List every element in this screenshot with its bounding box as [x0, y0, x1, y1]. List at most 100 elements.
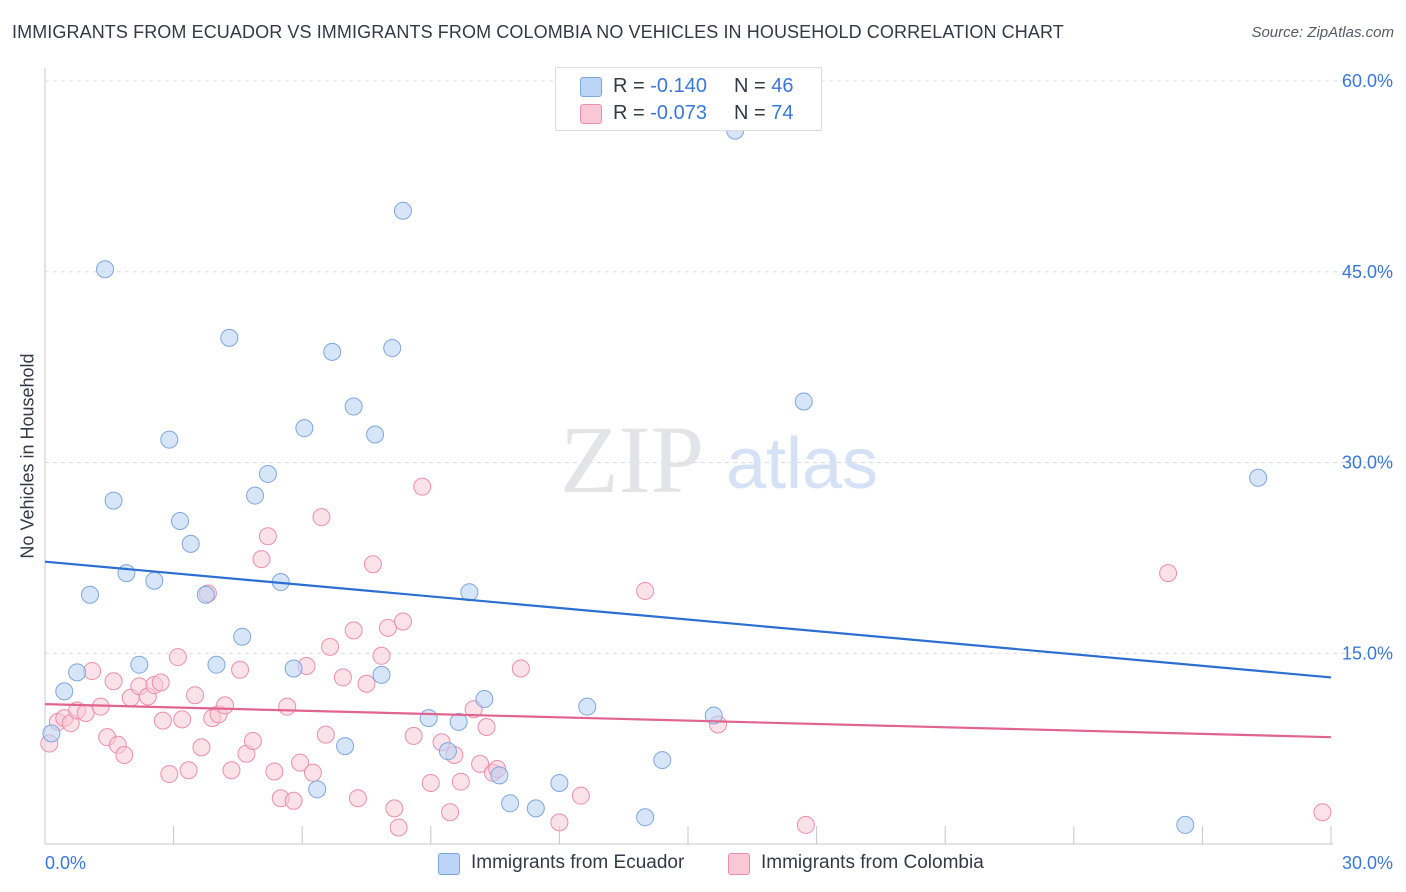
axes [44, 68, 1333, 845]
colombia-point [372, 646, 391, 665]
colombia-point [115, 745, 134, 764]
legend-label-ecuador: Immigrants from Ecuador [471, 852, 685, 873]
ecuador-point [145, 571, 164, 590]
colombia-point [76, 704, 95, 723]
ecuador-point [578, 697, 597, 716]
colombia-point [1313, 803, 1332, 822]
gridlines [45, 80, 1392, 654]
colombia-point [404, 726, 423, 745]
ecuador-point [220, 328, 239, 347]
colombia-point [160, 765, 179, 784]
ecuador-point [526, 799, 545, 818]
r-label: R = [613, 102, 645, 124]
ecuador-point [42, 724, 61, 743]
colombia-point [385, 799, 404, 818]
ecuador-point [372, 665, 391, 684]
y-tick-label: 45.0% [1342, 262, 1393, 282]
ecuador-point [295, 419, 314, 438]
colombia-point [312, 508, 331, 527]
ecuador-point [323, 342, 342, 361]
watermark-atlas: atlas [726, 424, 878, 504]
colombia-point [284, 791, 303, 810]
y-tick-label: 15.0% [1342, 643, 1393, 663]
y-tick-label: 60.0% [1342, 71, 1393, 91]
ecuador-point [181, 534, 200, 553]
colombia-point [348, 789, 367, 808]
colombia-point [151, 673, 170, 692]
tick-labels: 15.0% 30.0% 45.0% 60.0% 0.0% 30.0% [45, 71, 1393, 873]
colombia-point [153, 711, 172, 730]
colombia-point [344, 621, 363, 640]
ecuador-point [1249, 468, 1268, 487]
colombia-legend-swatch [728, 853, 750, 875]
chart-title: IMMIGRANTS FROM ECUADOR VS IMMIGRANTS FR… [12, 22, 1064, 42]
n-value-ecuador: 46 [771, 75, 794, 97]
ecuador-point [246, 486, 265, 505]
colombia-point [168, 648, 187, 667]
n-label: N = [734, 75, 766, 97]
colombia-point [179, 761, 198, 780]
n-label: N = [734, 102, 766, 124]
colombia-point [303, 763, 322, 782]
ecuador-point [336, 737, 355, 756]
colombia-point [216, 696, 235, 715]
colombia-point [393, 612, 412, 631]
colombia-point [278, 697, 297, 716]
y-tick-label: 30.0% [1342, 453, 1393, 473]
ecuador-swatch [580, 77, 602, 97]
legend-label-colombia: Immigrants from Colombia [761, 852, 984, 873]
stats-row-colombia: R = -0.073 N = 74 [556, 100, 821, 128]
colombia-point [363, 555, 382, 574]
stats-legend: R = -0.140 N = 46 R = -0.073 N = 74 [555, 67, 822, 131]
ecuador-point [96, 260, 115, 279]
watermark-zip: ZIP [560, 406, 704, 513]
ecuador-point [366, 425, 385, 444]
ecuador-point [258, 464, 277, 483]
colombia-points [40, 477, 1332, 837]
ecuador-point [160, 430, 179, 449]
colombia-point [243, 731, 262, 750]
n-value-colombia: 74 [771, 102, 794, 124]
ecuador-point [308, 780, 327, 799]
ecuador-point [207, 655, 226, 674]
colombia-point [550, 813, 569, 832]
ecuador-point [383, 339, 402, 358]
colombia-point [316, 725, 335, 744]
colombia-point [192, 738, 211, 757]
ecuador-point [1176, 815, 1195, 834]
colombia-point [291, 753, 310, 772]
ecuador-point [344, 397, 363, 416]
colombia-point [421, 773, 440, 792]
colombia-point [451, 772, 470, 791]
ecuador-point [438, 742, 457, 761]
r-value-colombia: -0.073 [650, 102, 707, 124]
ecuador-trend-line [44, 560, 1332, 679]
ecuador-point [171, 511, 190, 530]
ecuador-point [550, 773, 569, 792]
y-axis-label: No Vehicles in Household [17, 353, 38, 559]
r-label: R = [613, 75, 645, 97]
ecuador-point [104, 491, 123, 510]
ecuador-point [117, 564, 136, 583]
watermark: ZIP atlas [560, 406, 878, 513]
ecuador-point [130, 655, 149, 674]
colombia-point [796, 815, 815, 834]
source-credit: Source: ZipAtlas.com [1251, 24, 1394, 41]
ecuador-point [419, 709, 438, 728]
ecuador-point [68, 663, 87, 682]
stats-row-ecuador: R = -0.140 N = 46 [556, 73, 821, 101]
trend-lines [44, 560, 1332, 739]
colombia-point [571, 786, 590, 805]
colombia-point [378, 618, 397, 637]
colombia-point [231, 660, 250, 679]
colombia-point [1159, 564, 1178, 583]
colombia-point [104, 672, 123, 691]
ecuador-point [653, 751, 672, 770]
ecuador-point [704, 706, 723, 725]
ecuador-point [233, 627, 252, 646]
ecuador-point [794, 392, 813, 411]
colombia-point [258, 527, 277, 546]
colombia-point [413, 477, 432, 496]
colombia-point [252, 550, 271, 569]
